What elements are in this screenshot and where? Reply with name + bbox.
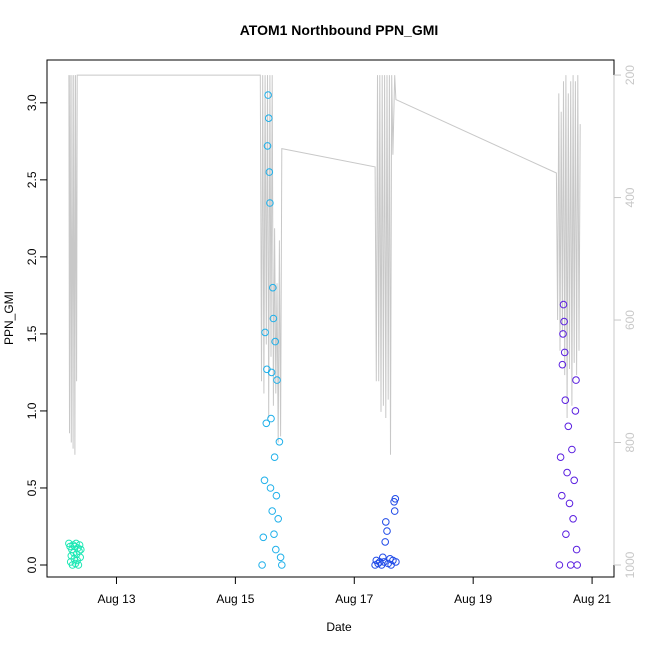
data-point	[77, 545, 85, 554]
x-tick-label: Aug 21	[573, 592, 611, 606]
y2-axis: 200 400 600 800 1000	[613, 65, 637, 578]
y-tick-label: 2.5	[25, 171, 39, 188]
y-axis-label: PPN_GMI	[2, 291, 16, 345]
x-axis: Aug 13 Aug 15 Aug 17 Aug 19 Aug 21	[97, 576, 611, 606]
data-point	[275, 438, 284, 446]
data-point	[564, 422, 573, 431]
data-point	[266, 484, 275, 492]
data-point	[570, 476, 579, 485]
data-point	[555, 561, 564, 569]
y2-tick-label: 800	[623, 432, 637, 452]
x-axis-label: Date	[326, 620, 352, 634]
y-tick-label: 1.5	[25, 325, 39, 342]
data-point	[559, 300, 568, 309]
data-point	[561, 396, 570, 405]
data-point	[76, 553, 84, 562]
data-point	[72, 539, 80, 548]
data-point	[263, 142, 272, 150]
data-point	[381, 538, 390, 546]
depth-trace-line	[68, 74, 581, 455]
data-point	[558, 360, 567, 369]
data-point	[272, 545, 280, 554]
data-point	[276, 553, 285, 562]
data-point	[273, 376, 281, 384]
data-points-layer	[65, 91, 582, 569]
data-point	[380, 558, 388, 566]
y-tick-label: 3.0	[25, 94, 39, 111]
data-point	[266, 199, 274, 207]
y2-tick-label: 600	[623, 310, 637, 330]
data-point	[379, 553, 387, 562]
x-tick-label: Aug 19	[454, 592, 492, 606]
data-point	[271, 337, 280, 346]
data-point	[278, 561, 286, 569]
data-point	[270, 530, 278, 539]
depth-trace-layer	[68, 74, 581, 455]
y-axis: 0.0 0.5 1.0 1.5 2.0 2.5 3.0	[25, 94, 48, 573]
x-tick-label: Aug 15	[216, 592, 254, 606]
data-point	[569, 515, 577, 523]
x-tick-label: Aug 17	[335, 592, 373, 606]
data-point	[262, 419, 271, 428]
data-point	[560, 317, 568, 326]
data-point	[560, 348, 569, 357]
data-point	[272, 491, 281, 500]
data-point	[382, 518, 390, 526]
data-point	[265, 168, 274, 176]
data-point	[559, 330, 567, 338]
data-point	[261, 328, 269, 337]
data-point	[563, 468, 571, 477]
data-point	[383, 527, 391, 535]
chart-title: ATOM1 Northbound PPN_GMI	[240, 22, 439, 38]
data-point	[267, 368, 276, 377]
y-tick-label: 2.0	[25, 248, 39, 265]
data-point	[259, 533, 268, 542]
data-point	[74, 561, 83, 569]
data-point	[390, 507, 399, 515]
data-point	[269, 314, 278, 323]
data-point	[558, 491, 566, 500]
y-tick-label: 0.5	[25, 479, 39, 496]
data-point	[568, 445, 576, 454]
data-point	[260, 476, 269, 485]
data-point	[269, 283, 277, 292]
data-point	[267, 414, 275, 423]
data-point	[556, 453, 565, 462]
y2-tick-label: 200	[623, 65, 637, 85]
data-point	[391, 495, 400, 503]
data-point	[264, 114, 273, 122]
x-tick-label: Aug 13	[97, 592, 135, 606]
data-point	[268, 507, 277, 515]
y2-tick-label: 1000	[623, 551, 637, 578]
y2-tick-label: 400	[623, 187, 637, 207]
data-point	[572, 376, 580, 384]
plot-area-border	[46, 59, 615, 578]
y-tick-label: 0.0	[25, 556, 39, 573]
data-point	[258, 561, 266, 569]
data-point	[264, 91, 272, 99]
data-point	[392, 558, 400, 566]
data-point	[571, 407, 580, 415]
data-point	[270, 453, 279, 462]
data-point	[565, 499, 574, 508]
data-point	[573, 561, 582, 569]
data-point	[572, 545, 581, 554]
y-tick-label: 1.0	[25, 402, 39, 419]
data-point	[75, 541, 84, 549]
data-point	[566, 561, 575, 569]
data-point	[562, 530, 570, 539]
data-point	[274, 515, 283, 523]
